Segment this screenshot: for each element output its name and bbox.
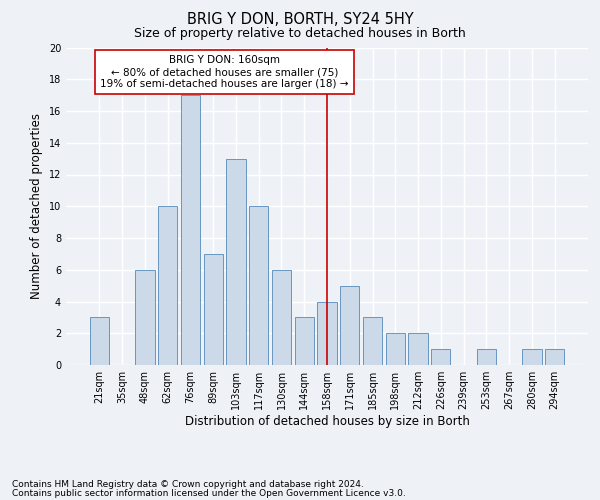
Bar bbox=[340, 286, 359, 365]
Bar bbox=[386, 333, 405, 365]
Bar bbox=[363, 318, 382, 365]
Text: Contains public sector information licensed under the Open Government Licence v3: Contains public sector information licen… bbox=[12, 488, 406, 498]
Text: BRIG Y DON, BORTH, SY24 5HY: BRIG Y DON, BORTH, SY24 5HY bbox=[187, 12, 413, 28]
X-axis label: Distribution of detached houses by size in Borth: Distribution of detached houses by size … bbox=[185, 415, 469, 428]
Bar bbox=[272, 270, 291, 365]
Bar bbox=[158, 206, 178, 365]
Y-axis label: Number of detached properties: Number of detached properties bbox=[30, 114, 43, 299]
Bar bbox=[295, 318, 314, 365]
Bar bbox=[545, 349, 564, 365]
Bar bbox=[90, 318, 109, 365]
Bar bbox=[317, 302, 337, 365]
Bar bbox=[409, 333, 428, 365]
Text: Contains HM Land Registry data © Crown copyright and database right 2024.: Contains HM Land Registry data © Crown c… bbox=[12, 480, 364, 489]
Text: Size of property relative to detached houses in Borth: Size of property relative to detached ho… bbox=[134, 28, 466, 40]
Bar bbox=[203, 254, 223, 365]
Bar bbox=[226, 158, 245, 365]
Bar bbox=[522, 349, 542, 365]
Bar bbox=[431, 349, 451, 365]
Bar bbox=[181, 95, 200, 365]
Text: BRIG Y DON: 160sqm
← 80% of detached houses are smaller (75)
19% of semi-detache: BRIG Y DON: 160sqm ← 80% of detached hou… bbox=[100, 56, 349, 88]
Bar bbox=[249, 206, 268, 365]
Bar bbox=[476, 349, 496, 365]
Bar bbox=[135, 270, 155, 365]
